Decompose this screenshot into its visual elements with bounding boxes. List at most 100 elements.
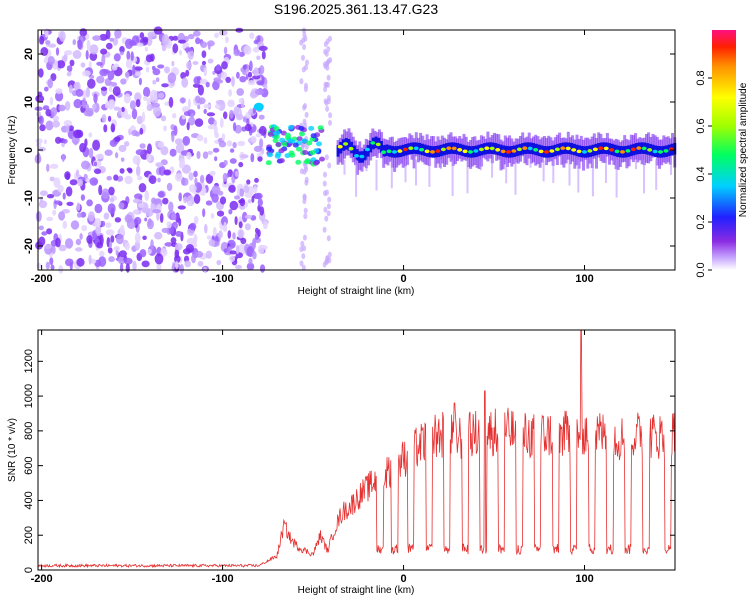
noise-speckle: [179, 97, 186, 104]
noise-speckle: [235, 113, 244, 121]
noise-speckle: [156, 77, 160, 82]
snr-ytick-label: 1200: [23, 349, 35, 373]
column-speckle: [303, 213, 308, 220]
noise-speckle: [110, 235, 115, 243]
noise-speckle: [234, 216, 238, 226]
noise-speckle: [121, 106, 125, 113]
noise-speckle: [107, 247, 113, 254]
noise-speckle: [258, 114, 265, 120]
noise-speckle: [86, 235, 93, 244]
column-speckle: [325, 255, 330, 262]
noise-speckle: [154, 231, 163, 240]
noise-speckle: [187, 98, 191, 109]
noise-speckle: [193, 170, 198, 178]
noise-speckle: [138, 183, 147, 193]
noise-speckle: [243, 45, 252, 55]
noise-speckle: [189, 222, 197, 231]
noise-speckle: [112, 86, 121, 97]
noise-speckle: [69, 59, 75, 67]
colorbar-ticks: 0.0 0.2 0.4 0.6 0.8: [695, 70, 712, 278]
noise-speckle: [45, 40, 51, 45]
noise-speckle: [252, 251, 257, 260]
noise-speckle: [134, 66, 143, 71]
column-speckle: [304, 176, 309, 183]
noise-speckle: [205, 250, 212, 259]
noise-speckle: [109, 139, 118, 147]
band-hotspot: [516, 147, 522, 152]
noise-speckle: [96, 61, 103, 66]
noise-speckle: [214, 32, 219, 39]
noise-speckle: [238, 229, 244, 239]
band-hotspot: [625, 149, 631, 153]
column-speckle: [323, 171, 327, 178]
band-hotspot: [462, 149, 468, 154]
noise-speckle: [237, 140, 246, 147]
noise-speckle: [256, 80, 265, 86]
noise-speckle: [231, 76, 235, 87]
snr-xlabel: Height of straight line (km): [298, 585, 415, 596]
noise-speckle: [83, 110, 93, 117]
band-streak: [439, 159, 442, 170]
noise-speckle: [39, 124, 46, 132]
noise-speckle: [66, 124, 70, 134]
noise-speckle: [85, 178, 91, 183]
noise-speckle: [197, 260, 204, 267]
noise-speckle: [62, 138, 68, 144]
noise-speckle: [114, 136, 121, 143]
noise-speckle: [210, 213, 215, 219]
noise-speckle: [81, 225, 88, 232]
noise-speckle: [109, 37, 115, 42]
noise-speckle: [142, 36, 149, 43]
noise-speckle: [233, 106, 239, 116]
band-hotspot: [609, 148, 615, 152]
snr-xtick-label: 100: [575, 573, 593, 585]
band-streak: [643, 159, 645, 194]
noise-speckle: [201, 50, 207, 58]
band-core: [456, 143, 459, 155]
noise-speckle: [161, 83, 169, 88]
noise-speckle: [46, 194, 55, 199]
noise-speckle: [35, 211, 42, 222]
spectrogram-marks: [34, 26, 677, 275]
noise-speckle: [113, 53, 121, 62]
band-hotspot: [565, 146, 571, 151]
noise-speckle: [234, 124, 242, 134]
noise-speckle: [39, 190, 48, 196]
band-hotspot: [440, 147, 446, 152]
noise-speckle: [254, 88, 264, 96]
noise-speckle: [252, 75, 261, 80]
band-hotspot: [549, 149, 555, 153]
noise-speckle: [101, 188, 110, 199]
noise-speckle: [253, 185, 258, 194]
transition-blob: [267, 152, 273, 158]
noise-speckle: [234, 195, 241, 200]
noise-speckle: [125, 38, 134, 49]
noise-speckle: [228, 89, 233, 97]
band-core: [537, 144, 541, 157]
noise-speckle: [86, 199, 93, 207]
noise-speckle: [182, 136, 191, 146]
noise-speckle: [207, 42, 211, 50]
snr-xtick-label: -100: [212, 573, 234, 585]
noise-speckle: [53, 177, 61, 188]
noise-speckle: [89, 44, 99, 55]
noise-speckle: [223, 46, 228, 55]
noise-speckle: [167, 72, 177, 84]
noise-speckle: [172, 43, 179, 54]
column-speckle: [301, 253, 306, 260]
band-core: [646, 143, 649, 155]
noise-speckle: [227, 230, 232, 239]
noise-speckle: [254, 192, 263, 200]
band-hotspot: [500, 149, 506, 154]
noise-speckle: [55, 47, 60, 56]
transition-blob: [288, 150, 295, 156]
noise-speckle: [95, 225, 102, 235]
noise-speckle: [161, 227, 170, 233]
noise-speckle: [35, 94, 45, 103]
noise-speckle: [162, 197, 169, 205]
noise-speckle: [169, 148, 177, 157]
snr-xtick-label: 0: [400, 573, 406, 585]
band-streak: [505, 159, 508, 184]
noise-speckle: [119, 168, 125, 174]
